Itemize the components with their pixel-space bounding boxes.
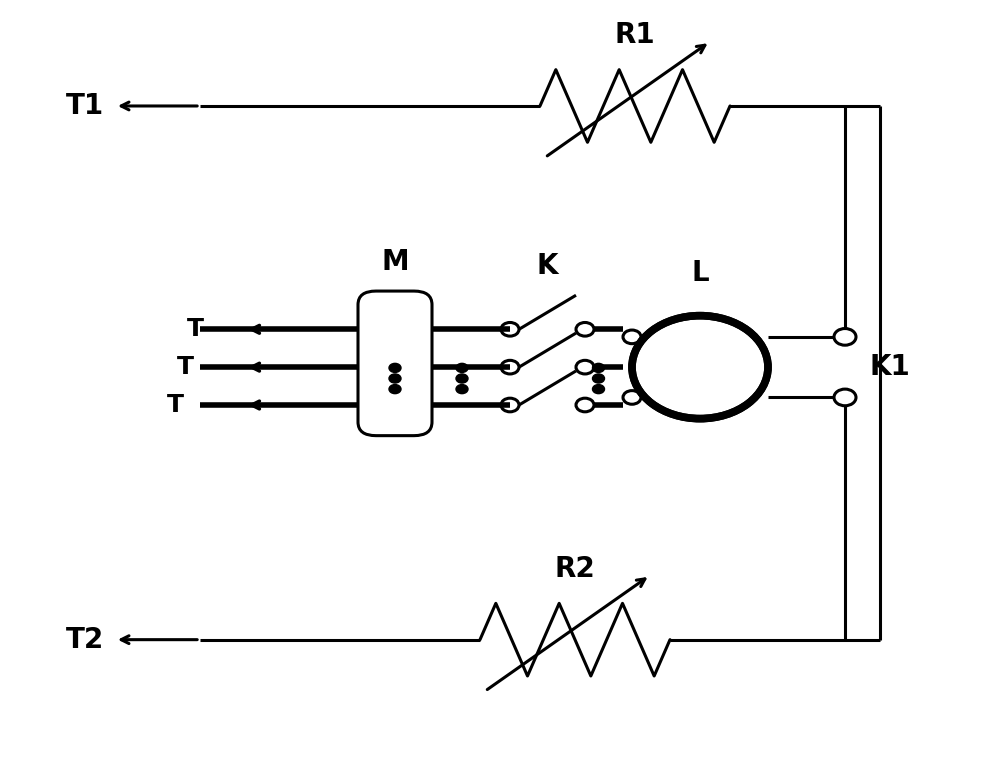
- Text: M: M: [381, 248, 409, 276]
- Circle shape: [592, 374, 604, 383]
- Text: T: T: [166, 393, 184, 417]
- Text: T: T: [186, 317, 204, 341]
- Text: R2: R2: [555, 555, 595, 583]
- Text: L: L: [691, 259, 709, 287]
- Circle shape: [456, 374, 468, 383]
- Text: K1: K1: [870, 354, 911, 381]
- Circle shape: [389, 374, 401, 383]
- Text: R1: R1: [615, 21, 655, 49]
- Text: T2: T2: [66, 626, 104, 653]
- Text: K: K: [537, 252, 558, 280]
- Circle shape: [389, 385, 401, 394]
- Circle shape: [592, 385, 604, 394]
- Text: T1: T1: [66, 92, 104, 120]
- Circle shape: [389, 363, 401, 372]
- Circle shape: [456, 363, 468, 372]
- Circle shape: [456, 385, 468, 394]
- FancyBboxPatch shape: [358, 291, 432, 436]
- Circle shape: [592, 363, 604, 372]
- Text: T: T: [176, 355, 194, 379]
- Circle shape: [635, 318, 765, 416]
